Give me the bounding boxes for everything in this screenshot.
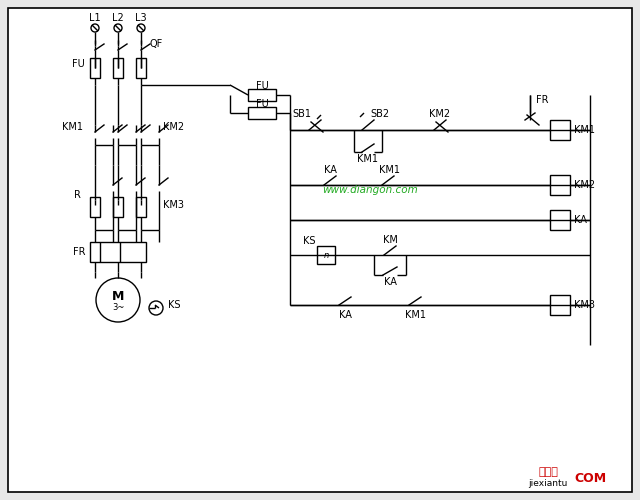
Bar	[90, 242, 146, 262]
Text: FU: FU	[255, 81, 268, 91]
Text: n: n	[323, 250, 328, 260]
Text: FU: FU	[255, 99, 268, 109]
Text: KM2: KM2	[574, 180, 595, 190]
Text: FU: FU	[72, 59, 85, 69]
Bar	[550, 210, 570, 230]
Text: KA: KA	[324, 165, 337, 175]
Text: L1: L1	[89, 13, 101, 23]
Text: COM: COM	[574, 472, 606, 484]
Text: 3~: 3~	[112, 302, 124, 312]
Bar	[113, 197, 123, 217]
Circle shape	[96, 278, 140, 322]
Text: KM1: KM1	[574, 125, 595, 135]
Circle shape	[137, 24, 145, 32]
Text: KM1: KM1	[380, 165, 401, 175]
Text: KM2: KM2	[163, 122, 184, 132]
Bar	[90, 197, 100, 217]
Circle shape	[114, 24, 122, 32]
Text: SB2: SB2	[370, 109, 389, 119]
Bar	[550, 120, 570, 140]
Bar	[317, 246, 335, 264]
Text: KM3: KM3	[574, 300, 595, 310]
Text: KM3: KM3	[163, 200, 184, 210]
Text: KA: KA	[383, 277, 396, 287]
Text: jiexiantu: jiexiantu	[528, 480, 568, 488]
Text: 接线图: 接线图	[538, 467, 558, 477]
Bar	[136, 58, 146, 78]
Text: KM2: KM2	[429, 109, 451, 119]
Text: R: R	[74, 190, 81, 200]
Circle shape	[91, 24, 99, 32]
Text: L3: L3	[135, 13, 147, 23]
Text: KM: KM	[383, 235, 397, 245]
Text: KS: KS	[303, 236, 315, 246]
Circle shape	[149, 301, 163, 315]
Text: KA: KA	[339, 310, 351, 320]
Bar	[550, 175, 570, 195]
Text: www.diangon.com: www.diangon.com	[322, 185, 418, 195]
Text: KM1: KM1	[62, 122, 83, 132]
Text: M: M	[112, 290, 124, 302]
Text: KM1: KM1	[358, 154, 378, 164]
Bar	[90, 58, 100, 78]
Text: L2: L2	[112, 13, 124, 23]
Bar	[248, 89, 276, 101]
Bar	[248, 107, 276, 119]
Text: KS: KS	[168, 300, 180, 310]
Bar	[113, 58, 123, 78]
Text: FR: FR	[72, 247, 85, 257]
Text: FR: FR	[536, 95, 548, 105]
Bar	[136, 197, 146, 217]
Text: QF: QF	[149, 39, 163, 49]
Bar	[550, 295, 570, 315]
Text: KM1: KM1	[404, 310, 426, 320]
Text: KA: KA	[574, 215, 587, 225]
Text: SB1: SB1	[292, 109, 311, 119]
